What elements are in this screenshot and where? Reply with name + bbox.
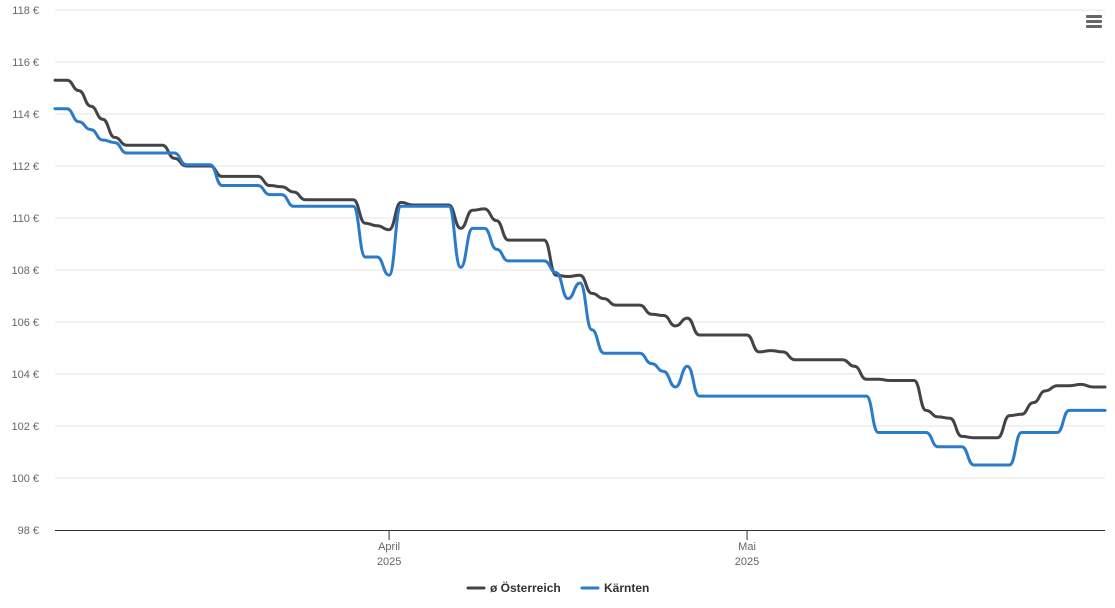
series-group <box>53 78 1107 467</box>
legend-item-0[interactable]: ø Österreich <box>466 580 561 595</box>
series-line-0[interactable] <box>53 78 1107 440</box>
series-line-1[interactable] <box>53 107 1107 467</box>
y-tick-label: 110 € <box>12 213 39 225</box>
y-tick-label: 100 € <box>11 473 39 485</box>
y-grid <box>55 9 1105 479</box>
x-tick-label-year: 2025 <box>735 556 759 568</box>
legend[interactable]: ø Österreich Kärnten <box>466 580 649 595</box>
x-tick-label-month: Mai <box>738 541 756 553</box>
legend-label: ø Österreich <box>490 580 561 595</box>
y-tick-label: 108 € <box>11 265 39 277</box>
y-axis: 98 € 100 € 102 € 104 € 106 € 108 € 110 € 112 € 1… <box>11 5 39 537</box>
hamburger-menu-icon[interactable] <box>1082 10 1106 34</box>
y-tick-label: 98 € <box>18 525 39 537</box>
y-tick-label: 116 € <box>12 57 39 69</box>
y-tick-label: 102 € <box>11 421 39 433</box>
y-tick-label: 106 € <box>11 317 39 329</box>
legend-item-1[interactable]: Kärnten <box>580 581 649 595</box>
x-axis: April 2025 Mai 2025 <box>55 530 1105 568</box>
y-tick-label: 104 € <box>11 369 39 381</box>
legend-label: Kärnten <box>604 581 649 595</box>
y-tick-label: 112 € <box>12 161 39 173</box>
x-tick-label-year: 2025 <box>377 556 401 568</box>
y-tick-label: 118 € <box>12 5 39 17</box>
y-tick-label: 114 € <box>12 109 39 121</box>
x-tick-label-month: April <box>378 541 400 553</box>
